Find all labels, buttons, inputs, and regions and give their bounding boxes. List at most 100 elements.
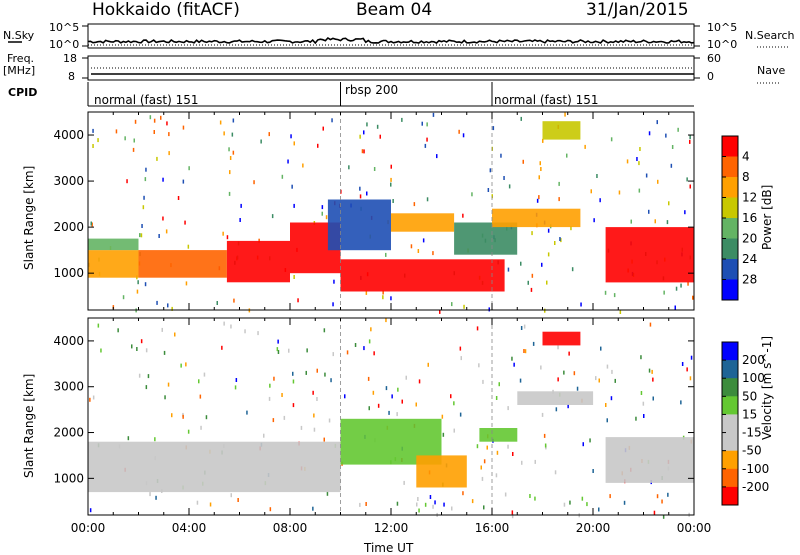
power-speck (302, 163, 304, 168)
velocity-speck (209, 502, 212, 507)
velocity-speck (268, 396, 271, 401)
power-speck (558, 197, 560, 202)
velocity-speck (138, 373, 141, 378)
power-speck (413, 202, 416, 207)
velocity-speck (198, 379, 200, 384)
power-speck (390, 164, 392, 169)
power-speck (132, 147, 135, 152)
cpid-segment-3: normal (fast) 151 (494, 93, 599, 107)
velocity-speck (328, 418, 331, 423)
velocity-speck (100, 348, 102, 353)
power-echo-region (340, 259, 505, 292)
power-speck (139, 233, 141, 238)
velocity-speck (155, 495, 157, 500)
power-colorbar-cell (722, 136, 738, 157)
power-speck (670, 163, 673, 168)
velocity-speck (385, 386, 388, 391)
power-speck (630, 219, 632, 224)
velocity-speck (442, 432, 445, 437)
power-speck (177, 196, 180, 200)
velocity-speck (648, 368, 651, 373)
power-speck (436, 154, 438, 159)
power-speck (462, 213, 464, 218)
power-speck (570, 226, 572, 231)
velocity-speck (543, 433, 546, 438)
power-speck (558, 181, 560, 186)
velocity-speck (652, 396, 654, 401)
velocity-colorbar-frame (721, 341, 739, 506)
velocity-speck (480, 465, 482, 470)
power-speck (666, 220, 669, 225)
power-speck (232, 150, 235, 155)
power-speck (663, 290, 665, 295)
power-speck (580, 302, 582, 307)
velocity-speck (92, 395, 95, 400)
velocity-speck (640, 355, 642, 360)
velocity-speck (460, 356, 462, 361)
velocity-speck (316, 397, 318, 401)
power-speck (520, 261, 522, 266)
velocity-speck (511, 356, 513, 361)
velocity-speck (486, 445, 488, 450)
power-speck (141, 224, 143, 228)
velocity-speck (89, 508, 92, 513)
power-speck (260, 139, 262, 144)
velocity-speck (246, 410, 248, 415)
velocity-speck (653, 510, 656, 515)
power-speck (233, 298, 235, 303)
power-speck (677, 127, 679, 132)
velocity-speck (161, 327, 163, 332)
velocity-speck (418, 379, 421, 384)
velocity-speck (605, 403, 607, 407)
cpid-label: CPID (8, 86, 38, 99)
velocity-speck (534, 496, 536, 501)
power-speck (410, 244, 413, 249)
velocity-speck (221, 345, 223, 350)
nsky-strip-frame (87, 23, 695, 49)
power-speck (680, 283, 682, 288)
velocity-speck (281, 393, 283, 397)
nsearch-tick-top: 10^5 (707, 21, 738, 34)
velocity-speck (568, 351, 570, 356)
velocity-speck (606, 418, 608, 423)
power-speck (671, 145, 674, 149)
velocity-speck (512, 452, 514, 456)
power-speck (471, 192, 473, 197)
power-colorbar-label: Power [dB] (760, 184, 774, 250)
power-speck (92, 128, 94, 133)
power-speck (689, 184, 691, 189)
power-speck (92, 144, 94, 148)
velocity-speck (237, 498, 239, 502)
velocity-speck (292, 379, 295, 384)
power-speck (540, 167, 542, 171)
power-echo-region (226, 240, 290, 283)
xtick-label: 04:00 (172, 521, 207, 535)
velocity-speck (690, 355, 693, 360)
power-speck (168, 132, 170, 137)
power-speck (421, 121, 423, 126)
velocity-speck (600, 346, 602, 351)
nave-tick-bottom: 0 (707, 70, 714, 83)
velocity-speck (482, 379, 484, 384)
velocity-speck (689, 376, 692, 381)
power-speck (507, 267, 510, 272)
velocity-speck (323, 328, 326, 333)
velocity-speck (595, 376, 597, 381)
velocity-speck (323, 437, 325, 442)
power-speck (239, 218, 241, 222)
velocity-speck (401, 399, 403, 404)
power-colorbar-tick-label: 28 (742, 273, 757, 287)
xtick-label: 00:00 (677, 521, 712, 535)
power-speck (426, 137, 428, 142)
power-speck (531, 273, 534, 278)
power-speck (156, 300, 158, 305)
power-speck (546, 280, 548, 285)
power-speck (488, 307, 490, 312)
power-speck (271, 214, 274, 219)
velocity-speck (661, 499, 663, 504)
power-colorbar-tick-label: 8 (742, 170, 750, 184)
velocity-speck (496, 450, 499, 455)
velocity-speck (305, 370, 307, 375)
power-speck (153, 130, 155, 134)
velocity-speck (507, 406, 509, 411)
